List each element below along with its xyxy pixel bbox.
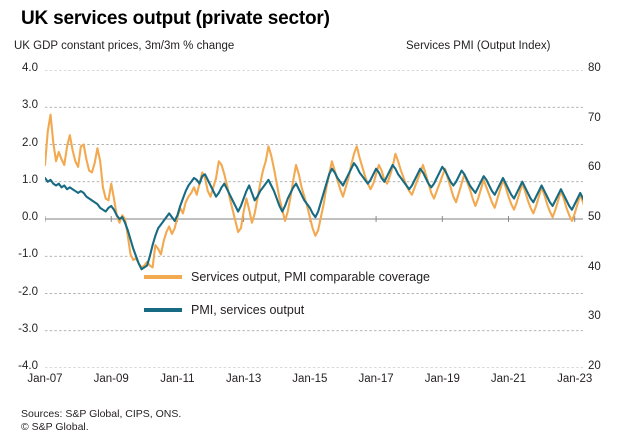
chart-title: UK services output (private sector) bbox=[21, 8, 330, 29]
right-axis-tick: 70 bbox=[588, 111, 601, 124]
x-axis-tick: Jan-17 bbox=[358, 373, 394, 385]
x-axis-tick: Jan-09 bbox=[93, 373, 129, 385]
x-axis-tick: Jan-11 bbox=[160, 373, 195, 385]
x-axis-tick: Jan-23 bbox=[557, 373, 593, 385]
series-line bbox=[45, 113, 583, 269]
left-axis-tick: 4.0 bbox=[22, 62, 38, 74]
legend-item-services-output[interactable]: Services output, PMI comparable coverage bbox=[144, 270, 430, 284]
left-axis-tick: -4.0 bbox=[18, 360, 38, 372]
gridlines bbox=[45, 70, 583, 368]
right-axis-tick: 40 bbox=[588, 260, 601, 273]
plot-area bbox=[45, 70, 583, 368]
copyright-text: © S&P Global. bbox=[21, 421, 89, 433]
series-line bbox=[45, 162, 583, 271]
chart-svg bbox=[45, 70, 583, 368]
right-axis-tick: 30 bbox=[588, 310, 601, 323]
right-axis-subtitle: Services PMI (Output Index) bbox=[406, 40, 551, 52]
x-axis-tick: Jan-21 bbox=[490, 373, 527, 385]
x-axis-tick: Jan-15 bbox=[292, 373, 328, 385]
right-axis-tick: 80 bbox=[588, 62, 601, 74]
series-group bbox=[45, 113, 583, 271]
legend-label-services-output: Services output, PMI comparable coverage bbox=[191, 270, 431, 284]
legend-swatch-pmi-services-output bbox=[144, 308, 182, 312]
right-axis-tick: 50 bbox=[588, 211, 601, 223]
left-axis-subtitle: UK GDP constant prices, 3m/3m % change bbox=[14, 40, 235, 52]
x-axis-tick: Jan-19 bbox=[424, 373, 460, 385]
sources-text: Sources: S&P Global, CIPS, ONS. bbox=[21, 408, 182, 420]
left-axis-tick: -1.0 bbox=[18, 248, 38, 261]
legend-label-pmi-services-output: PMI, services output bbox=[191, 303, 305, 317]
left-axis-tick: 1.0 bbox=[22, 173, 38, 186]
left-axis-tick: 3.0 bbox=[22, 99, 38, 112]
legend-swatch-services-output bbox=[144, 275, 182, 279]
right-axis-tick: 20 bbox=[588, 360, 601, 372]
right-axis-tick: 60 bbox=[588, 161, 601, 174]
left-axis-tick: 2.0 bbox=[22, 136, 38, 149]
legend-item-pmi-services-output[interactable]: PMI, services output bbox=[144, 303, 304, 317]
left-axis-tick: -2.0 bbox=[18, 285, 38, 298]
left-axis-tick: -3.0 bbox=[18, 322, 38, 335]
x-axis-tick: Jan-13 bbox=[226, 373, 262, 385]
x-axis-tick: Jan-07 bbox=[27, 373, 63, 385]
left-axis-tick: 0.0 bbox=[22, 211, 38, 223]
